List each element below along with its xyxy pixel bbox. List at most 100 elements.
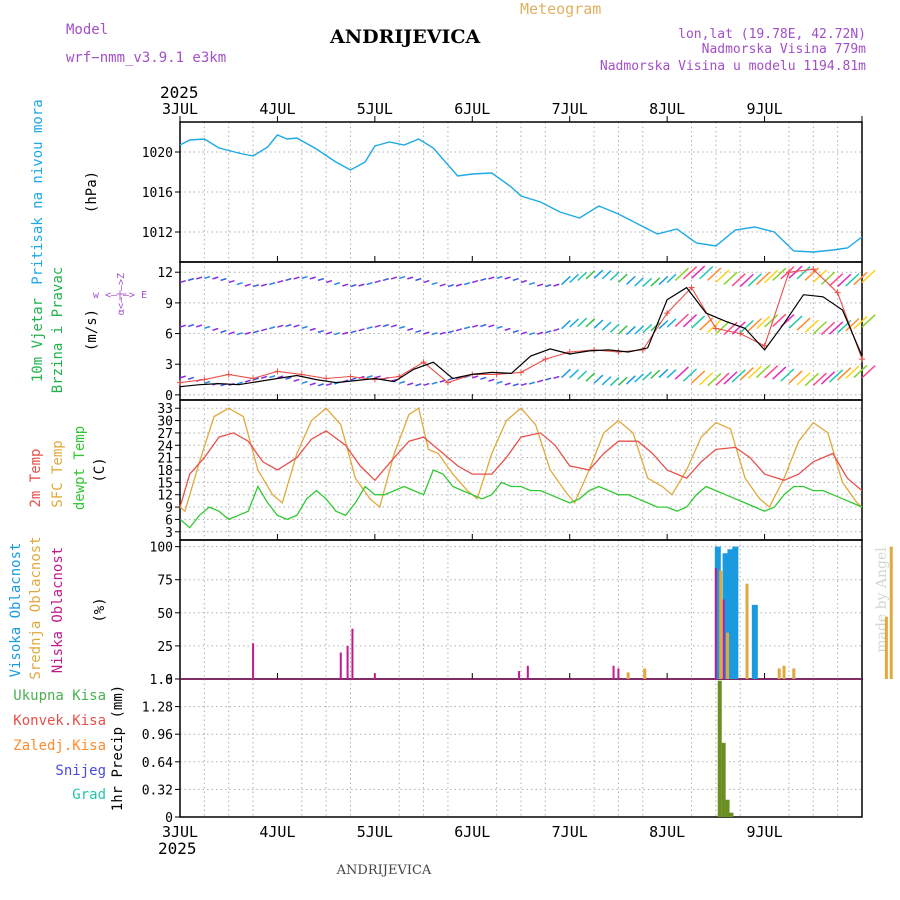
dewpoint-line [179, 469, 863, 529]
y-tick-label: 9 [165, 297, 173, 312]
wind-barb [658, 368, 669, 379]
wind-barb [739, 319, 754, 334]
wind-barb [780, 266, 795, 280]
wind-barb [780, 368, 795, 382]
wind-barb [431, 281, 438, 286]
wind-barb [301, 325, 308, 329]
wind-barb [537, 331, 544, 335]
wind-axis-label-2: Brzina i Pravac [50, 267, 66, 393]
y-tick-label: 1.28 [142, 701, 173, 716]
wind-barb [447, 330, 454, 334]
wind-barb [755, 315, 771, 330]
wind-barb [707, 372, 722, 387]
precip-legend-item: Ukupna Kisa [13, 688, 106, 704]
wind-barb [415, 383, 422, 387]
cloud-bar [889, 546, 893, 679]
wind-barb [545, 377, 552, 381]
wind-gust-marker [225, 371, 232, 378]
wind-barb [561, 368, 571, 379]
wind-barb [390, 276, 398, 280]
wind-barb [650, 369, 661, 379]
wind-barb [463, 282, 471, 286]
y-tick-label: 75 [157, 574, 173, 589]
wind-barb [260, 283, 268, 287]
wind-barb [642, 324, 653, 334]
wind-barb [520, 382, 527, 387]
wind-barb [829, 369, 844, 383]
sfc-temp-line [179, 407, 863, 513]
wind-barb [196, 276, 203, 280]
y-tick-label: 100 [150, 541, 173, 556]
precip-bar [725, 799, 730, 817]
wind-gust-marker [250, 375, 257, 382]
pressure-line [179, 134, 863, 253]
wind-barb [342, 331, 349, 335]
y-tick-label: 0 [165, 811, 173, 826]
wind-barb [699, 266, 714, 280]
cloud-bar [714, 567, 717, 679]
wind-barb [504, 382, 511, 386]
y-tick-label: 50 [157, 607, 173, 622]
year-top: 2025 [160, 83, 199, 102]
wind-barb [423, 279, 430, 284]
wind-barb [382, 277, 389, 282]
wind-barb [796, 266, 811, 280]
wind-barb [561, 319, 571, 330]
wind-barb [244, 331, 251, 335]
wind-barb [585, 270, 596, 280]
wind-barb [853, 271, 868, 286]
wind-barb [504, 276, 511, 280]
wind-barb [601, 321, 612, 331]
wind-barb [520, 279, 527, 284]
wind-barb [463, 326, 471, 330]
wind-barb [390, 324, 398, 328]
wind-barb [504, 327, 511, 331]
station-name: ANDRIJEVICA [329, 26, 480, 48]
wind-barb [634, 277, 644, 287]
wind-barb [374, 324, 381, 328]
wind-barb [179, 324, 186, 328]
wind-barb [845, 273, 860, 287]
wind-barb [325, 382, 333, 387]
cloud-unit-label: (%) [92, 597, 108, 622]
wind-barb [690, 315, 706, 329]
wind-barb [350, 330, 357, 334]
wind-barb [788, 265, 803, 279]
precip-legend-item: Zaledj.Kisa [13, 738, 106, 754]
wind-barb [690, 370, 706, 384]
temp-2m-line [179, 430, 863, 508]
wind-compass-label: w <—|—> E [93, 290, 147, 301]
y-tick-label: 33 [157, 402, 173, 417]
x-date-label-top: 4JUL [259, 100, 295, 118]
wind-barb [212, 327, 219, 332]
wind-barb [829, 273, 844, 287]
x-date-label-top: 3JUL [162, 100, 198, 118]
wind-barb [382, 323, 389, 328]
y-tick-label: 1.6 [150, 673, 173, 688]
wind-barb [407, 276, 414, 280]
precip-legend-item: Konvek.Kisa [13, 713, 106, 729]
wind-barb [674, 366, 689, 380]
wind-barb [325, 331, 333, 335]
x-date-label-bottom: 3JUL [162, 823, 198, 841]
wind-barb [715, 321, 730, 335]
y-tick-label: 6 [165, 328, 173, 343]
wind-gust-marker [420, 359, 427, 366]
wind-barb [577, 370, 588, 380]
wind-barb [374, 375, 381, 379]
wind-barb [480, 277, 487, 282]
wind-barb [666, 273, 677, 284]
high-cloud-axis-label: Visoka Oblacnost [8, 543, 24, 678]
wind-barb [747, 365, 763, 379]
cloud-bar [722, 553, 729, 679]
wind-barb [309, 382, 316, 386]
panel-frame [179, 399, 863, 541]
wind-barb [812, 321, 827, 335]
pressure-axis-label: Pritisak na nivou mora [30, 99, 46, 284]
wind-barb [512, 329, 519, 334]
wind-barb [439, 379, 446, 383]
wind-barb [398, 325, 406, 329]
wind-barb [739, 273, 754, 288]
wind-barb [634, 373, 644, 383]
y-tick-label: 6 [165, 513, 173, 528]
